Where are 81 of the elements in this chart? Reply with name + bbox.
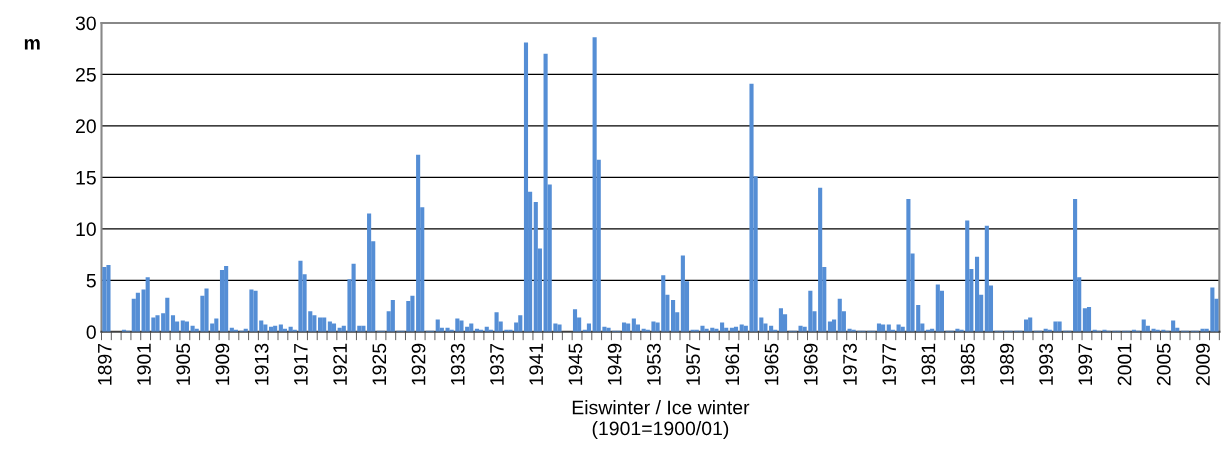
bar <box>1141 319 1146 332</box>
x-tick-label: 1981 <box>921 343 936 385</box>
y-tick-label: 25 <box>76 67 96 82</box>
bar <box>631 318 636 332</box>
bar <box>592 37 597 332</box>
x-tick-label: 1961 <box>725 343 740 385</box>
bar <box>219 270 225 332</box>
x-tick-label: 2001 <box>1117 343 1132 386</box>
bar <box>984 225 989 332</box>
x-tick-label: 1933 <box>450 343 465 385</box>
bar <box>102 266 107 332</box>
x-tick-label: 1957 <box>686 343 700 385</box>
x-tick-label: 1937 <box>490 343 504 385</box>
bar <box>832 319 837 332</box>
bar <box>543 53 548 332</box>
x-tick-label: 1973 <box>843 343 857 385</box>
x-tick-label: 2005 <box>1156 343 1171 386</box>
bar <box>1171 320 1176 332</box>
x-tick-label: 1993 <box>1039 343 1053 385</box>
bar <box>180 320 185 332</box>
bar <box>1082 308 1087 332</box>
bar <box>135 292 140 332</box>
bar <box>1073 198 1078 332</box>
bar <box>224 265 229 332</box>
bar <box>572 309 578 332</box>
bar <box>165 297 170 332</box>
y-axis-title: m <box>24 39 40 50</box>
bar <box>410 295 415 332</box>
bar <box>837 298 842 332</box>
bar <box>1086 307 1092 332</box>
bar <box>367 213 372 332</box>
x-tick-label: 1925 <box>372 343 387 385</box>
bar <box>214 318 219 332</box>
bar <box>318 317 323 332</box>
bar <box>1028 317 1033 332</box>
bar <box>798 325 803 332</box>
x-tick-label: 1941 <box>529 343 544 385</box>
x-tick-label: 1977 <box>882 343 897 385</box>
x-tick-label: 1905 <box>176 343 191 385</box>
y-tick-label: 30 <box>75 16 96 31</box>
x-tick-label: 1969 <box>803 343 818 385</box>
bar <box>1024 319 1029 332</box>
x-tick-label: 1909 <box>215 343 230 385</box>
y-tick-label: 10 <box>76 222 96 237</box>
bar <box>533 202 538 332</box>
x-tick-label: 1945 <box>568 343 583 385</box>
x-tick-label: 1965 <box>764 343 779 385</box>
x-tick-label: 1901 <box>137 343 151 385</box>
bar <box>312 315 317 332</box>
bar <box>494 312 499 332</box>
x-tick-label: 1913 <box>254 343 269 385</box>
bar <box>106 264 111 332</box>
y-tick-label: 5 <box>86 274 96 288</box>
x-tick-label: 1917 <box>293 343 308 385</box>
x-tick-label: 1949 <box>607 343 622 385</box>
x-tick-label: 1921 <box>333 343 347 385</box>
x-tick-label: 1953 <box>646 343 661 385</box>
bar <box>671 299 676 332</box>
bar <box>935 284 940 332</box>
bar <box>557 324 562 332</box>
x-tick-label: 1897 <box>97 343 112 385</box>
bar <box>406 300 411 332</box>
x-tick-label: 1985 <box>960 343 975 385</box>
x-axis-title: Eiswinter / Ice winter (1901=1900/01) <box>572 400 750 440</box>
bar <box>170 315 176 332</box>
bar <box>974 256 980 332</box>
y-tick-label: 0 <box>86 325 96 340</box>
x-tick-label: 1997 <box>1078 343 1093 385</box>
bar <box>416 154 421 332</box>
y-tick-label: 20 <box>76 119 96 134</box>
bar <box>523 42 529 332</box>
bar <box>390 299 395 332</box>
bar <box>435 319 440 332</box>
x-tick-label: 2009 <box>1196 343 1210 386</box>
bar <box>680 255 685 332</box>
bar <box>518 315 523 332</box>
bar <box>778 308 783 332</box>
bar <box>322 317 327 332</box>
y-tick-label: 15 <box>76 171 96 185</box>
x-tick-label: 1989 <box>999 343 1014 385</box>
x-tick-label: 1929 <box>411 343 426 385</box>
